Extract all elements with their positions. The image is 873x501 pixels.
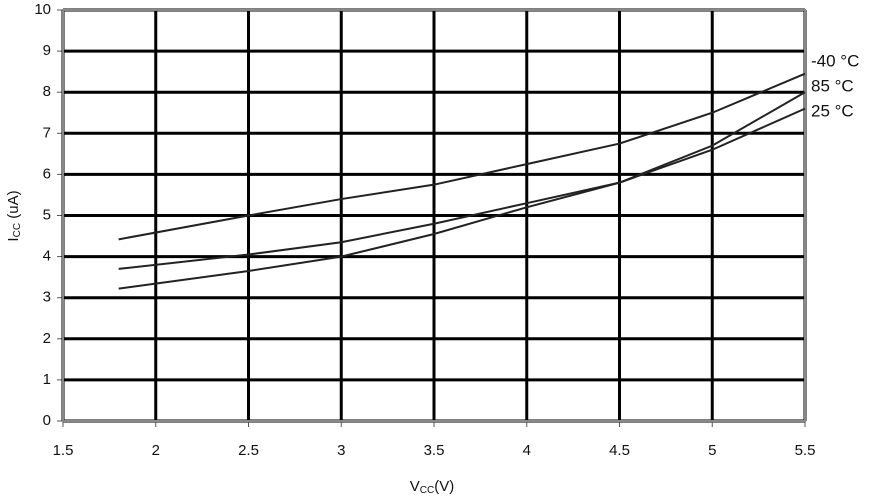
x-tick-label: 3.5 [424, 442, 445, 459]
x-tick-label: 3 [337, 442, 345, 459]
y-tick-label: 6 [43, 165, 51, 182]
y-tick-label: 5 [43, 206, 51, 223]
y-tick-label: 3 [43, 289, 51, 306]
x-tick-label: 4 [523, 442, 531, 459]
x-tick-label: 4.5 [609, 442, 630, 459]
x-tick-label: 2 [152, 442, 160, 459]
y-tick-label: 2 [43, 330, 51, 347]
x-tick-label: 2.5 [238, 442, 259, 459]
x-axis-label: VCC(V) [410, 478, 454, 496]
y-axis-label: ICC (uA) [5, 190, 23, 241]
y-tick-label: 0 [43, 412, 51, 429]
x-tick-label: 5.5 [795, 442, 816, 459]
x-tick-label: 5 [708, 442, 716, 459]
y-tick-label: 9 [43, 42, 51, 59]
legend-label: -40 °C [811, 51, 859, 70]
y-tick-label: 4 [43, 248, 51, 265]
legend-label: 25 °C [811, 101, 854, 120]
series-line [118, 72, 806, 241]
y-tick-label: 10 [34, 1, 51, 18]
x-tick-label: 1.5 [53, 442, 74, 459]
y-tick-label: 1 [43, 371, 51, 388]
series-line [118, 91, 806, 270]
y-tick-label: 7 [43, 124, 51, 141]
series-line [118, 107, 806, 290]
plot-border [62, 9, 806, 422]
legend-label: 85 °C [811, 76, 854, 95]
y-tick-label: 8 [43, 83, 51, 100]
